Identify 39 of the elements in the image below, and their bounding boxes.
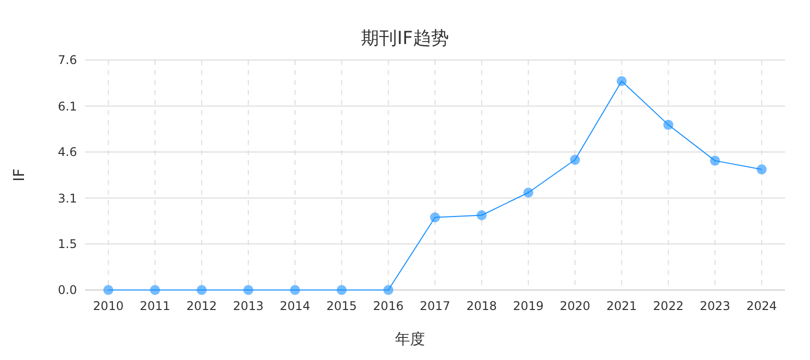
point (243, 285, 254, 295)
x-axis-title: 年度 (395, 330, 425, 348)
x-tick-label: 2019 (513, 299, 544, 313)
point (196, 285, 207, 295)
x-tick-label: 2010 (93, 299, 124, 313)
y-tick-label: 3.1 (58, 191, 77, 206)
y-tick-label: 6.1 (58, 99, 77, 114)
x-tick-label: 2024 (746, 299, 777, 313)
x-tick-label: 2012 (186, 299, 217, 313)
y-tick-label: 7.6 (58, 53, 77, 68)
x-tick-label: 2023 (700, 299, 730, 313)
x-tick-label: 2022 (653, 299, 684, 313)
x-tick-label: 2018 (466, 299, 497, 313)
y-axis-title: IF (10, 168, 28, 182)
x-tick-label: 2017 (420, 299, 450, 313)
point (616, 76, 627, 86)
point (430, 212, 440, 222)
x-tick-label: 2015 (326, 299, 357, 313)
point (756, 164, 767, 174)
x-tick-label: 2016 (373, 299, 404, 313)
chart-title: 期刊IF趋势 (361, 28, 449, 49)
point (663, 120, 674, 130)
y-tick-label: 0.0 (58, 283, 77, 298)
x-tick-label: 2020 (560, 299, 590, 313)
point (570, 154, 580, 165)
point (523, 188, 534, 198)
point (150, 285, 160, 295)
point (336, 285, 347, 295)
x-tick-label: 2013 (233, 299, 264, 313)
point (103, 285, 114, 295)
y-tick-label: 4.6 (58, 145, 77, 160)
x-tick-label: 2021 (606, 299, 637, 313)
point (383, 285, 394, 295)
y-tick-label: 1.5 (58, 237, 77, 252)
x-tick-label: 2014 (280, 299, 310, 313)
point (710, 156, 720, 166)
point (476, 210, 487, 220)
x-tick-label: 2011 (140, 299, 170, 313)
point (290, 285, 300, 295)
